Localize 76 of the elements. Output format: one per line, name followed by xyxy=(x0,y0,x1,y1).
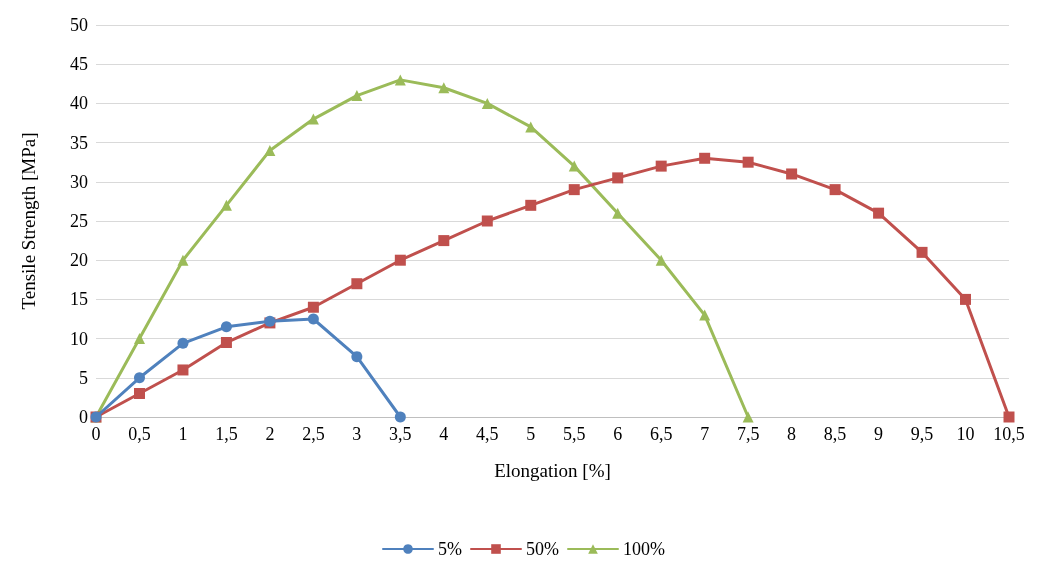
y-tick-label: 50 xyxy=(70,15,88,35)
point xyxy=(351,351,363,363)
y-tick-label: 30 xyxy=(70,171,88,192)
point xyxy=(568,184,580,196)
point xyxy=(960,293,972,305)
point xyxy=(307,301,319,313)
x-tick-label: 2 xyxy=(265,424,275,444)
point xyxy=(438,235,450,247)
point xyxy=(351,278,363,290)
point xyxy=(525,199,537,211)
x-tick-label: 6,5 xyxy=(649,424,673,444)
x-tick-label: 10 xyxy=(956,424,975,444)
y-tick-label: 25 xyxy=(70,211,88,231)
x-tick-label: 0,5 xyxy=(128,424,151,444)
point xyxy=(351,90,363,102)
x-tick-label: 9 xyxy=(874,424,884,444)
point xyxy=(742,156,754,168)
point xyxy=(307,113,319,125)
y-tick-label: 40 xyxy=(70,93,88,114)
point xyxy=(133,387,145,399)
point xyxy=(220,337,232,349)
x-tick-label: 3 xyxy=(352,424,362,444)
y-tick-label: 0 xyxy=(79,407,88,427)
x-tick-label: 1,5 xyxy=(215,424,238,444)
point xyxy=(220,199,232,211)
x-tick-label: 5,5 xyxy=(562,424,586,444)
x-tick-label: 4 xyxy=(439,424,449,444)
point xyxy=(481,215,493,227)
point xyxy=(177,254,189,266)
point xyxy=(394,74,406,86)
x-tick-label: 8,5 xyxy=(823,424,847,444)
x-tick-label: 7 xyxy=(700,424,710,444)
point xyxy=(655,254,667,266)
point xyxy=(1003,411,1015,423)
point xyxy=(481,97,493,109)
point xyxy=(829,184,841,196)
point xyxy=(177,364,189,376)
point xyxy=(916,246,928,258)
point xyxy=(655,160,667,172)
x-tick-label: 4,5 xyxy=(476,424,499,444)
x-tick-label: 10,5 xyxy=(993,424,1025,444)
point xyxy=(873,207,885,219)
point xyxy=(786,168,798,180)
y-tick-label: 45 xyxy=(70,54,88,75)
point xyxy=(699,152,711,164)
x-tick-label: 3,5 xyxy=(389,424,412,444)
point xyxy=(612,172,624,184)
x-tick-label: 5 xyxy=(526,424,536,444)
point xyxy=(699,309,711,321)
x-tick-label: 9,5 xyxy=(910,424,934,444)
point xyxy=(133,372,145,384)
y-axis-title: Tensile Strength [MPa] xyxy=(18,132,39,310)
point xyxy=(394,254,406,266)
x-tick-label: 1 xyxy=(178,424,188,444)
y-tick-label: 5 xyxy=(79,367,88,388)
point xyxy=(438,82,450,94)
point xyxy=(177,337,189,349)
point xyxy=(133,333,145,345)
x-axis-title: Elongation [%] xyxy=(494,460,611,481)
x-tick-label: 6 xyxy=(613,424,623,444)
point xyxy=(568,160,580,172)
point xyxy=(264,144,276,156)
y-tick-label: 10 xyxy=(70,328,88,349)
x-tick-label: 8 xyxy=(787,424,797,444)
x-tick-label: 2,5 xyxy=(302,424,325,444)
point xyxy=(394,411,406,423)
point xyxy=(742,411,754,423)
legend-label: 5% xyxy=(438,539,463,559)
y-tick-label: 20 xyxy=(70,250,88,271)
y-tick-label: 35 xyxy=(70,132,88,153)
y-tick-label: 15 xyxy=(70,289,88,310)
point xyxy=(220,321,232,333)
legend-label: 50% xyxy=(526,539,559,559)
point xyxy=(307,313,319,325)
x-tick-label: 7,5 xyxy=(736,424,760,444)
legend-label: 100% xyxy=(623,539,665,559)
